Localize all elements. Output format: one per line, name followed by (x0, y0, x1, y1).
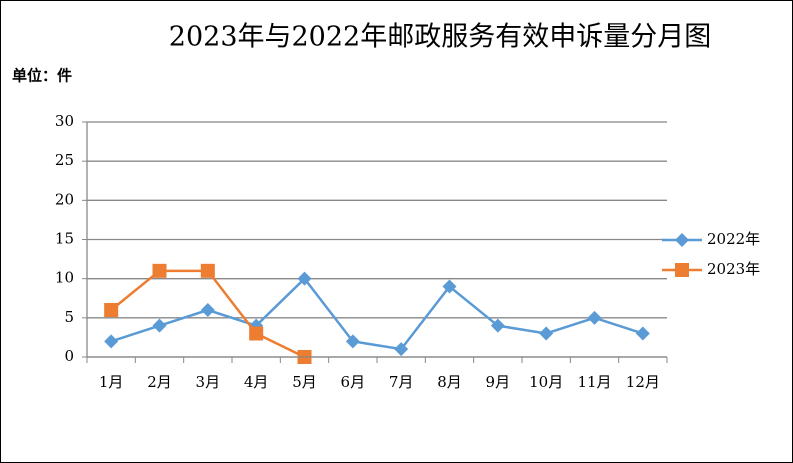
data-point (297, 271, 312, 286)
x-tick-label: 4月 (244, 373, 269, 391)
x-tick-label: 2月 (147, 373, 172, 391)
data-point (442, 279, 457, 294)
x-tick-label: 5月 (292, 373, 317, 391)
x-tick-label: 8月 (437, 373, 462, 391)
x-tick-label: 1月 (99, 373, 124, 391)
data-point (490, 318, 505, 333)
data-point (104, 334, 119, 349)
y-tick-label: 10 (55, 269, 74, 287)
data-point (104, 303, 119, 317)
data-point (200, 263, 215, 278)
data-point (394, 342, 409, 357)
data-point (200, 303, 215, 317)
data-point (345, 334, 360, 349)
y-tick-label: 15 (55, 230, 74, 248)
data-point (539, 326, 554, 341)
x-tick-label: 3月 (196, 373, 221, 391)
chart-title: 2023年与2022年邮政服务有效申诉量分月图 (169, 22, 711, 53)
legend-label: 2023年 (707, 260, 760, 278)
y-tick-label: 5 (64, 308, 74, 326)
x-tick-label: 9月 (486, 373, 511, 391)
data-point (635, 326, 650, 341)
legend-marker (675, 263, 689, 277)
x-tick-label: 12月 (626, 373, 660, 391)
data-point (587, 310, 602, 325)
legend-label: 2022年 (707, 230, 760, 248)
x-tick-label: 6月 (341, 373, 366, 391)
y-tick-label: 25 (55, 151, 74, 169)
series-line (110, 276, 644, 351)
x-tick-label: 11月 (577, 373, 611, 391)
y-axis-label: 单位：件 (12, 67, 72, 85)
legend-marker (675, 233, 689, 247)
x-tick-label: 7月 (389, 373, 414, 391)
y-tick-label: 0 (64, 347, 74, 365)
y-tick-label: 20 (55, 190, 74, 208)
data-point (152, 318, 167, 333)
y-tick-label: 30 (55, 112, 74, 130)
data-point (249, 326, 264, 341)
data-point (152, 263, 167, 278)
x-tick-label: 10月 (529, 373, 563, 391)
